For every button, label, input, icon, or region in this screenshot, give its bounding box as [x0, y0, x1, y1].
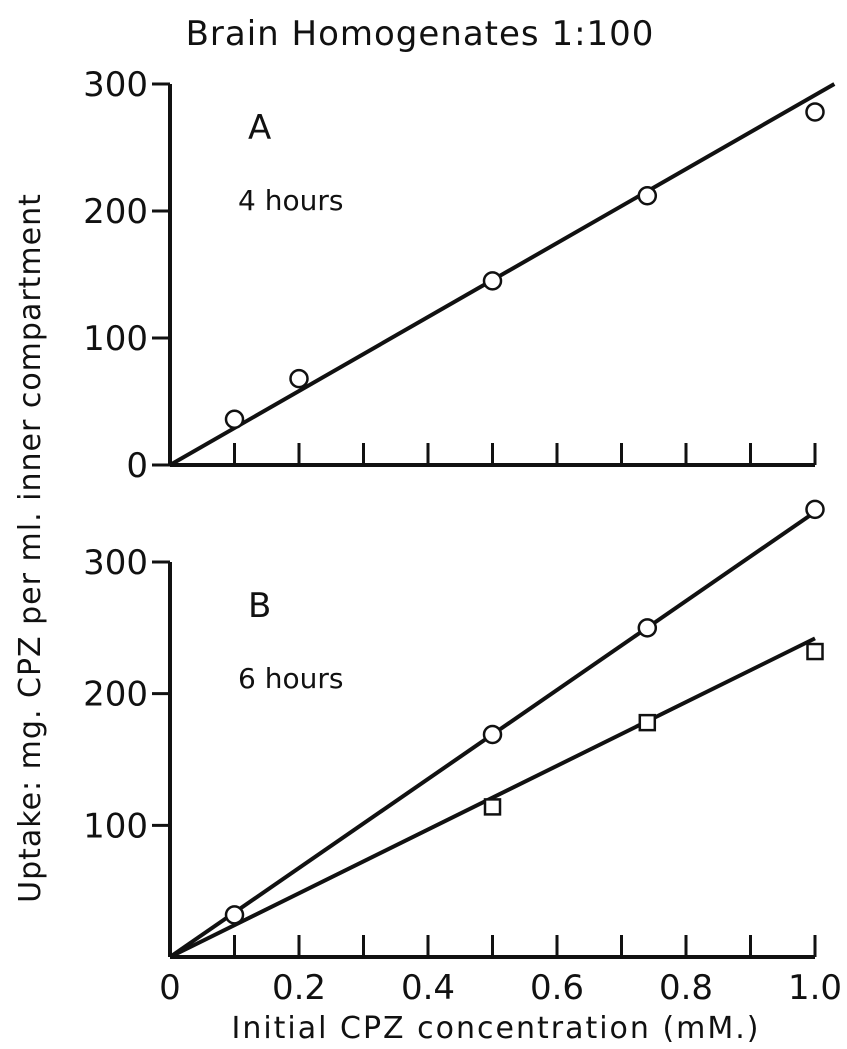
data-point-circle-b	[637, 618, 658, 638]
data-point-square-b	[806, 642, 824, 661]
fit-line-b-square	[169, 636, 816, 959]
data-point-square-b	[638, 713, 657, 732]
y-tick-label-a: 100	[83, 319, 148, 359]
y-tick-label-a: 200	[83, 192, 148, 232]
y-tick-label-b: 100	[83, 806, 148, 846]
panel-annotation-b: 6 hours	[238, 662, 343, 695]
y-axis-label: Uptake: mg. CPZ per ml. inner compartmen…	[13, 193, 48, 903]
panel-a: 0 100 200 300 A 4 hours	[83, 65, 836, 486]
x-tick-label-b: 0.4	[401, 968, 455, 1008]
panel-letter-a: A	[248, 108, 271, 148]
x-tick-label-b: 0.8	[659, 968, 713, 1008]
data-point-circle-b	[482, 724, 503, 745]
x-tick-label-b: 1.0	[788, 968, 842, 1008]
data-point-circle-a	[224, 409, 245, 430]
data-point-circle-a	[289, 368, 309, 389]
panel-annotation-a: 4 hours	[238, 184, 343, 217]
panel-b: 100 200 300 0 0.2 0.4 0.6 0.8 1.0 B 6 hours	[83, 499, 842, 1008]
x-tick-label-b: 0.2	[272, 968, 326, 1008]
plot-layer: 0 100 200 300 A 4 hours 100 200 300 0 0.2 0.4 0.6 0.8…	[83, 65, 842, 1008]
data-point-circle-a	[637, 186, 658, 206]
x-axis-label: Initial CPZ concentration (mM.)	[231, 1011, 760, 1046]
fit-line-a-circle	[169, 82, 836, 467]
y-tick-label-a: 300	[83, 65, 148, 105]
chart-title: Brain Homogenates 1:100	[186, 14, 655, 54]
x-tick-label-b: 0.6	[530, 968, 584, 1008]
x-tick-label-b: 0	[159, 968, 181, 1008]
data-point-circle-b	[805, 499, 825, 520]
y-tick-label-a: 0	[126, 446, 148, 486]
data-point-circle-a	[482, 271, 503, 291]
data-point-square-b	[483, 798, 502, 816]
y-tick-label-b: 200	[83, 675, 148, 715]
y-tick-label-b: 300	[83, 543, 148, 583]
data-point-circle-a	[805, 102, 825, 122]
panel-letter-b: B	[248, 586, 271, 626]
